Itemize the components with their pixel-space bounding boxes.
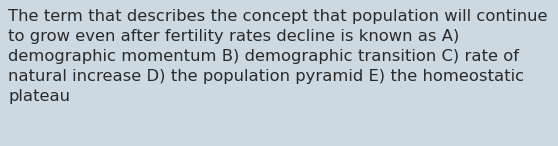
Text: The term that describes the concept that population will continue
to grow even a: The term that describes the concept that… xyxy=(8,9,548,104)
